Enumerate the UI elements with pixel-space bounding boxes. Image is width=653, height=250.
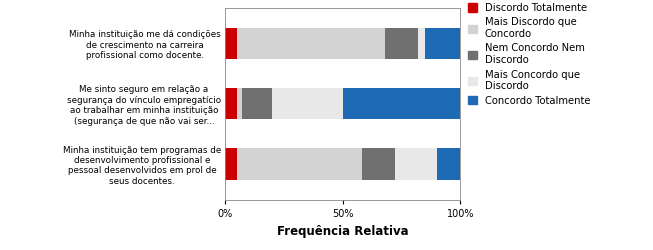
Bar bbox=[225, 148, 237, 180]
Bar bbox=[343, 88, 460, 120]
Bar bbox=[394, 148, 437, 180]
Bar bbox=[437, 148, 460, 180]
Bar bbox=[237, 148, 362, 180]
Legend: Discordo Totalmente, Mais Discordo que
Concordo, Nem Concordo Nem
Discordo, Mais: Discordo Totalmente, Mais Discordo que C… bbox=[468, 3, 590, 106]
Bar bbox=[237, 28, 385, 59]
Bar bbox=[418, 28, 425, 59]
X-axis label: Frequência Relativa: Frequência Relativa bbox=[277, 224, 409, 237]
Bar bbox=[385, 28, 418, 59]
Bar bbox=[242, 88, 272, 120]
Bar bbox=[362, 148, 394, 180]
Bar bbox=[425, 28, 460, 59]
Bar bbox=[225, 88, 237, 120]
Bar bbox=[225, 28, 237, 59]
Bar bbox=[237, 88, 242, 120]
Bar bbox=[272, 88, 343, 120]
